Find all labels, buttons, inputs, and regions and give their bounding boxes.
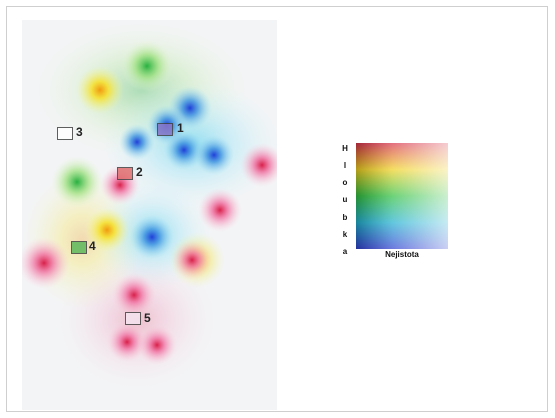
map-blob bbox=[172, 240, 212, 280]
legend-color-square bbox=[356, 143, 448, 249]
marker-box-2 bbox=[117, 167, 133, 180]
map-blob bbox=[119, 124, 155, 160]
map-blob bbox=[107, 322, 147, 362]
marker-label-1: 1 bbox=[177, 121, 184, 135]
marker-box-5 bbox=[125, 312, 141, 325]
marker-label-2: 2 bbox=[136, 165, 143, 179]
map-blob bbox=[76, 66, 124, 114]
map-blob bbox=[198, 188, 242, 232]
map-blob bbox=[164, 130, 204, 170]
map-blob bbox=[130, 215, 174, 259]
map-blob bbox=[85, 208, 129, 252]
legend-letter: b bbox=[342, 212, 348, 222]
map-svg bbox=[22, 20, 277, 410]
legend-vertical-label: H l o u b k a bbox=[339, 144, 351, 256]
marker-box-3 bbox=[57, 127, 73, 140]
uncertainty-depth-map: 1 2 3 4 5 bbox=[22, 20, 277, 410]
marker-label-5: 5 bbox=[144, 311, 151, 325]
legend-light-overlay bbox=[356, 143, 448, 249]
marker-box-4 bbox=[71, 241, 87, 254]
legend-letter: l bbox=[343, 161, 347, 171]
legend-letter: k bbox=[342, 229, 348, 239]
legend-horizontal-label: Nejistota bbox=[385, 250, 419, 259]
map-blob bbox=[137, 325, 177, 365]
legend-letter: o bbox=[342, 178, 348, 188]
map-blob bbox=[121, 40, 173, 92]
marker-label-4: 4 bbox=[89, 239, 96, 253]
marker-box-1 bbox=[157, 123, 173, 136]
legend-letter: a bbox=[342, 246, 348, 256]
legend-svg bbox=[356, 143, 448, 249]
map-blob bbox=[240, 143, 277, 187]
legend-letter: H bbox=[342, 144, 348, 153]
legend-letter: u bbox=[342, 195, 348, 205]
map-blob bbox=[112, 273, 156, 317]
map-blob bbox=[51, 156, 103, 208]
marker-label-3: 3 bbox=[76, 125, 83, 139]
map-blob bbox=[194, 135, 234, 175]
map-blob bbox=[22, 237, 70, 289]
